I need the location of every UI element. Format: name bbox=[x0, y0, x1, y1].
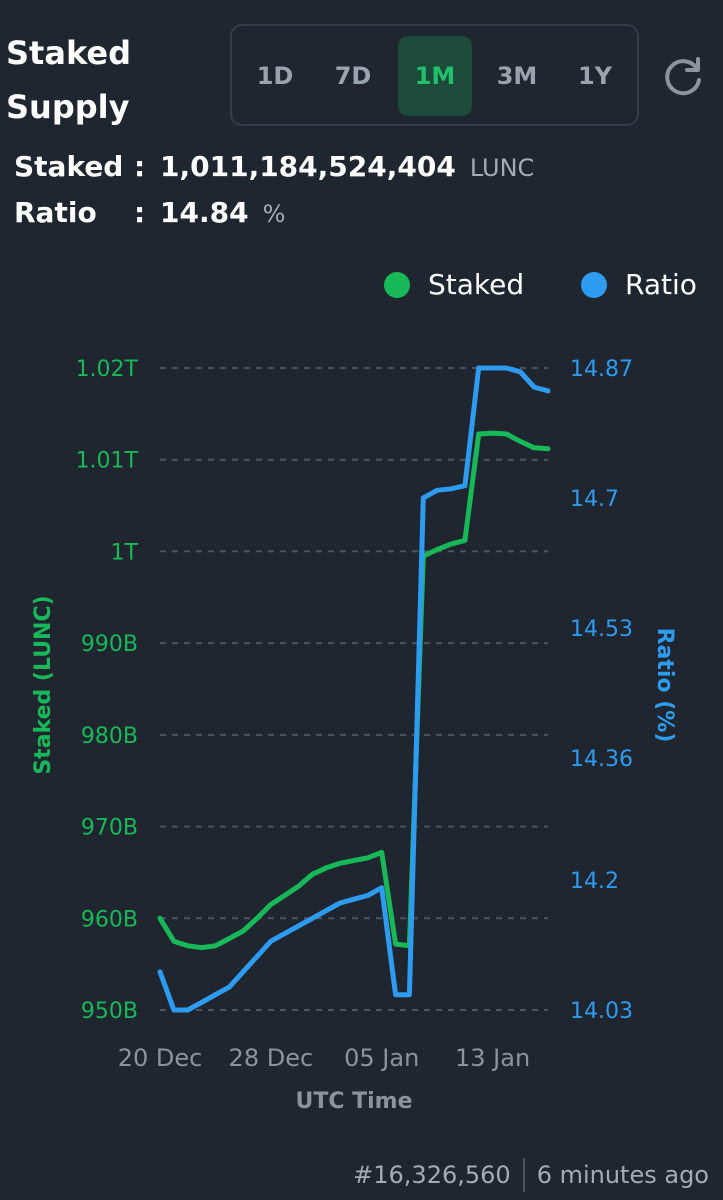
left-tick-label: 980B bbox=[81, 724, 138, 749]
right-tick-label: 14.2 bbox=[570, 869, 619, 894]
ratio-stat-value: 14.84 bbox=[160, 196, 249, 229]
staked-stat: Staked : 1,011,184,524,404 LUNC bbox=[14, 150, 534, 183]
left-tick-label: 960B bbox=[81, 907, 138, 932]
left-tick-label: 970B bbox=[81, 816, 138, 841]
x-tick-label: 20 Dec bbox=[118, 1044, 203, 1072]
staked-stat-value: 1,011,184,524,404 bbox=[160, 150, 456, 183]
legend-staked[interactable]: Staked bbox=[384, 268, 524, 301]
block-number: #16,326,560 bbox=[353, 1161, 511, 1189]
timeframe-1m-button[interactable]: 1M bbox=[398, 36, 472, 116]
ratio-stat-unit: % bbox=[262, 200, 286, 228]
left-tick-label: 950B bbox=[81, 999, 138, 1024]
footer: #16,326,560 6 minutes ago bbox=[353, 1158, 709, 1192]
right-tick-label: 14.87 bbox=[570, 357, 633, 382]
legend-ratio[interactable]: Ratio bbox=[581, 268, 697, 301]
x-tick-label: 05 Jan bbox=[344, 1044, 419, 1072]
left-tick-label: 1T bbox=[111, 540, 139, 565]
staked-stat-colon: : bbox=[134, 150, 146, 183]
right-tick-label: 14.53 bbox=[570, 617, 633, 642]
staked-stat-unit: LUNC bbox=[469, 154, 535, 182]
legend-staked-dot bbox=[384, 271, 410, 298]
ratio-series-line bbox=[157, 365, 551, 1013]
staked-ratio-chart: 950B 960B 970B 980B 990B 1T 1.01T 1.02T 14.03 14… bbox=[31, 357, 677, 1114]
right-tick-label: 14.03 bbox=[570, 999, 633, 1024]
legend-staked-label: Staked bbox=[428, 268, 525, 301]
x-axis-label: UTC Time bbox=[295, 1089, 412, 1114]
right-axis-label: Ratio (%) bbox=[652, 628, 677, 743]
left-axis-label: Staked (LUNC) bbox=[31, 595, 56, 774]
staked-stat-label: Staked bbox=[14, 150, 124, 183]
refresh-button[interactable] bbox=[660, 52, 706, 98]
right-tick-label: 14.7 bbox=[570, 487, 619, 512]
left-tick-label: 1.02T bbox=[76, 357, 139, 382]
last-updated: 6 minutes ago bbox=[536, 1161, 709, 1189]
ratio-stat-colon: : bbox=[134, 196, 146, 229]
refresh-icon bbox=[665, 57, 701, 96]
timeframe-1d-button[interactable]: 1D bbox=[256, 62, 294, 90]
timeframe-3m-button[interactable]: 3M bbox=[496, 62, 538, 90]
ratio-stat-label: Ratio bbox=[14, 196, 97, 229]
left-tick-label: 990B bbox=[81, 632, 138, 657]
page-title: Staked Supply bbox=[6, 34, 131, 126]
ratio-stat: Ratio : 14.84 % bbox=[14, 196, 285, 229]
legend-ratio-label: Ratio bbox=[625, 268, 697, 301]
legend-ratio-dot bbox=[581, 271, 607, 298]
timeframe-7d-button[interactable]: 7D bbox=[334, 62, 372, 90]
staked-series-line bbox=[157, 430, 551, 951]
left-tick-label: 1.01T bbox=[76, 449, 139, 474]
x-tick-label: 28 Dec bbox=[229, 1044, 314, 1072]
x-tick-label: 13 Jan bbox=[455, 1044, 530, 1072]
timeframe-selector: 1D 7D 1M 3M 1Y bbox=[230, 24, 639, 126]
timeframe-1y-button[interactable]: 1Y bbox=[577, 62, 613, 90]
right-tick-label: 14.36 bbox=[570, 747, 633, 772]
footer-divider bbox=[522, 1158, 525, 1192]
